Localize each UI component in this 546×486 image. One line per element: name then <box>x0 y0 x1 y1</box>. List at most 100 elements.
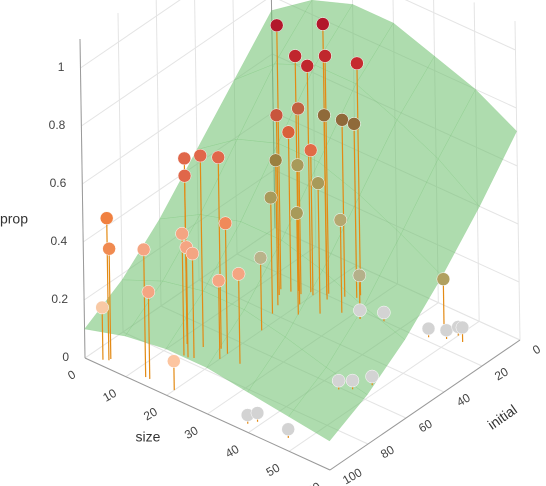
point <box>263 190 278 205</box>
point <box>167 354 181 368</box>
stem <box>259 257 263 331</box>
grid-line <box>81 0 267 127</box>
stem <box>442 279 445 332</box>
point <box>331 373 346 388</box>
point <box>290 158 305 172</box>
stem <box>306 65 312 293</box>
point <box>421 321 436 336</box>
point <box>288 49 302 63</box>
stem <box>181 233 185 356</box>
stem <box>101 307 104 360</box>
stem <box>353 123 358 298</box>
point <box>365 369 379 384</box>
axis-line <box>79 38 86 359</box>
stem <box>356 63 362 296</box>
point <box>269 108 284 122</box>
stem <box>323 115 328 296</box>
point <box>269 18 284 33</box>
z-tick-label: 0.8 <box>49 118 66 132</box>
point <box>177 169 192 183</box>
point <box>95 300 109 315</box>
point <box>317 108 331 123</box>
point <box>218 216 233 230</box>
grid-line <box>117 12 124 333</box>
stem <box>217 157 222 349</box>
y-tick-label: 40 <box>454 390 473 409</box>
point <box>316 17 330 31</box>
z-tick-label: 0 <box>62 350 69 364</box>
stem <box>183 175 188 345</box>
point <box>175 226 189 241</box>
point <box>211 273 226 288</box>
stem <box>191 253 195 358</box>
z-tick-label: 0.6 <box>50 176 67 190</box>
x-tick-label: 10 <box>100 386 119 405</box>
point <box>303 143 318 157</box>
x-tick-label: 60 <box>305 479 324 486</box>
x-tick-label: 40 <box>223 442 242 461</box>
stem <box>341 119 346 297</box>
stem <box>297 108 302 295</box>
y-axis-title: initial <box>485 401 520 432</box>
z-tick-label: 0.4 <box>50 234 67 248</box>
point <box>250 406 265 420</box>
point <box>193 148 207 163</box>
point <box>185 246 200 261</box>
stem <box>275 115 280 296</box>
stem <box>317 183 321 314</box>
point <box>318 49 332 63</box>
z-axis-title: prop <box>0 211 28 227</box>
point <box>291 101 305 116</box>
point <box>177 151 192 166</box>
stem <box>339 219 343 313</box>
stem <box>296 213 299 315</box>
point <box>345 373 360 388</box>
z-tick-label: 0.2 <box>51 292 68 306</box>
stem <box>106 218 110 361</box>
axis-line <box>84 357 331 471</box>
point <box>333 213 348 227</box>
point <box>350 56 364 71</box>
stem <box>143 249 147 378</box>
stem <box>185 247 189 358</box>
x-tick-label: 20 <box>141 404 160 423</box>
y-tick-label: 0 <box>530 342 543 358</box>
point <box>253 251 268 265</box>
point <box>141 285 156 299</box>
point <box>347 117 361 131</box>
stem <box>224 223 229 354</box>
stem <box>199 155 204 348</box>
stem <box>324 55 330 294</box>
stem <box>310 150 314 296</box>
point <box>231 267 246 281</box>
point <box>211 150 225 165</box>
point <box>352 268 367 283</box>
stem <box>270 197 274 314</box>
point <box>136 242 151 257</box>
stem <box>294 56 300 291</box>
point <box>335 113 349 127</box>
x-tick-label: 50 <box>264 460 283 479</box>
stem <box>237 273 241 364</box>
y-tick-label: 80 <box>378 442 397 461</box>
y-tick-label: 60 <box>416 416 435 435</box>
point <box>289 206 304 220</box>
point <box>377 305 391 320</box>
x-tick-label: 30 <box>182 423 201 442</box>
stem <box>108 248 112 359</box>
y-tick-label: 20 <box>492 364 511 383</box>
point <box>353 303 367 317</box>
x-tick-label: 0 <box>65 367 78 383</box>
grid-line <box>404 0 516 51</box>
stem <box>287 132 292 292</box>
point <box>300 59 314 73</box>
stem <box>275 160 279 306</box>
axis-line <box>329 339 521 471</box>
x-axis-title: size <box>136 429 161 445</box>
point <box>99 211 114 225</box>
point <box>455 320 470 335</box>
point <box>281 422 295 436</box>
point <box>268 153 283 167</box>
grid-line <box>514 20 521 341</box>
